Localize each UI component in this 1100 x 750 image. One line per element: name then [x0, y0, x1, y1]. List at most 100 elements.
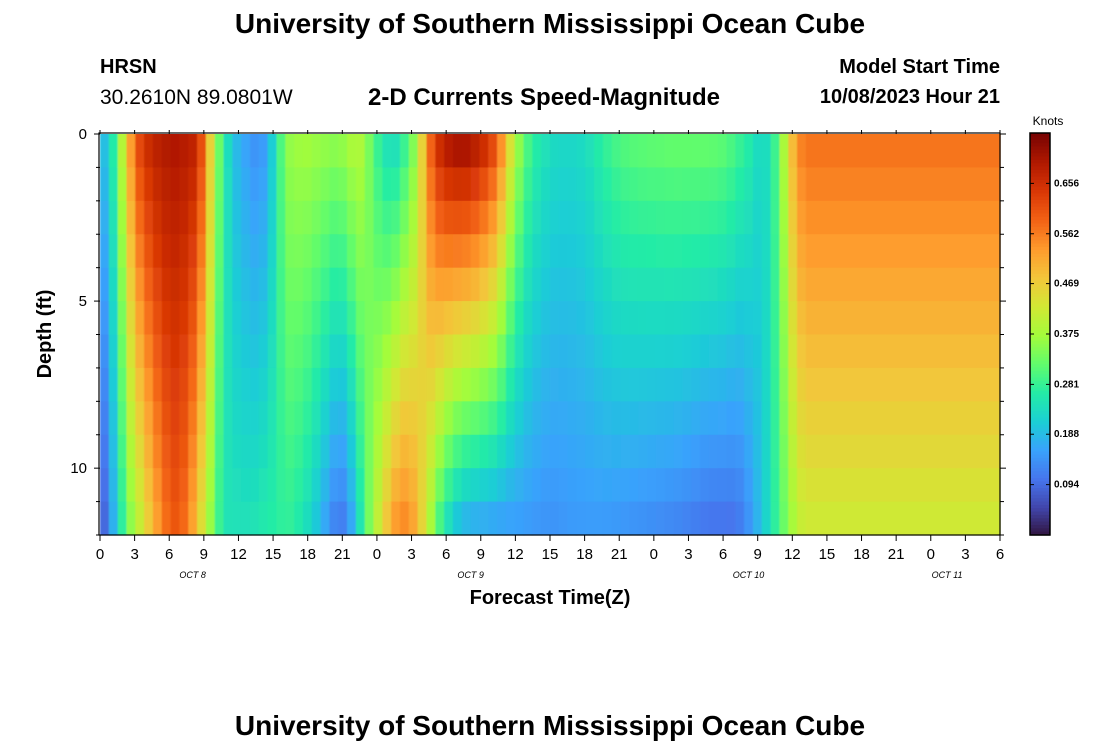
heatmap-cell [126, 367, 136, 402]
heatmap-cell [223, 401, 233, 436]
heatmap-cell [541, 468, 551, 503]
heatmap-cell [655, 501, 666, 536]
heatmap-cell [585, 434, 595, 469]
heatmap-cell [197, 401, 207, 436]
heatmap-cell [470, 200, 481, 235]
colorbar-segment [1030, 380, 1050, 385]
heatmap-cell [955, 267, 966, 302]
heatmap-cell [761, 434, 772, 469]
heatmap-cell [920, 434, 931, 469]
heatmap-cell [550, 501, 560, 536]
heatmap-cell [700, 167, 710, 202]
heatmap-cell [170, 167, 181, 202]
heatmap-cell [205, 367, 216, 402]
heatmap-cell [858, 367, 869, 402]
heatmap-cell [152, 401, 163, 436]
heatmap-cell [664, 200, 675, 235]
heatmap-cell [955, 134, 966, 169]
colorbar-segment [1030, 444, 1050, 449]
heatmap-cell [717, 434, 728, 469]
heatmap-cell [558, 434, 569, 469]
heatmap-cell [214, 468, 225, 503]
heatmap-cell [117, 301, 128, 336]
heatmap-cell [152, 167, 163, 202]
heatmap-cell [197, 200, 207, 235]
heatmap-cell [444, 134, 454, 169]
heatmap-cell [823, 401, 833, 436]
heatmap-cell [347, 367, 357, 402]
heatmap-cell [788, 501, 798, 536]
colorbar-tick-label: 0.281 [1054, 379, 1079, 390]
heatmap-cell [302, 501, 313, 536]
colorbar-segment [1030, 488, 1050, 493]
heatmap-cell [232, 167, 242, 202]
heatmap-cell [920, 401, 931, 436]
heatmap-cell [444, 234, 454, 269]
heatmap-cell [655, 401, 666, 436]
heatmap-cell [691, 401, 701, 436]
heatmap-cell [894, 434, 904, 469]
heatmap-cell [841, 401, 851, 436]
heatmap-cell [982, 301, 992, 336]
heatmap-cell [461, 501, 472, 536]
heatmap-cell [470, 434, 481, 469]
heatmap-cell [267, 501, 278, 536]
heatmap-cell [805, 468, 816, 503]
heatmap-cell [152, 267, 163, 302]
heatmap-cell [435, 234, 445, 269]
heatmap-cell [188, 334, 198, 369]
colorbar-tick-label: 0.469 [1054, 279, 1079, 290]
heatmap-cell [938, 200, 948, 235]
heatmap-cell [364, 501, 375, 536]
heatmap-cell [973, 501, 983, 536]
heatmap-cell [161, 401, 172, 436]
heatmap-cell [461, 167, 472, 202]
heatmap-cell [514, 134, 525, 169]
heatmap-cell [567, 334, 578, 369]
heatmap-cell [126, 134, 136, 169]
heatmap-cell [100, 134, 110, 169]
heatmap-cell [258, 134, 269, 169]
heatmap-cell [497, 434, 507, 469]
heatmap-cell [285, 301, 295, 336]
heatmap-cell [761, 367, 772, 402]
heatmap-cell [885, 301, 895, 336]
colorbar-segment [1030, 216, 1050, 221]
heatmap-cell [267, 267, 278, 302]
heatmap-cell [205, 301, 216, 336]
colorbar-segment [1030, 146, 1050, 151]
heatmap-cell [576, 434, 586, 469]
heatmap-cell [752, 401, 763, 436]
heatmap-cell [735, 301, 745, 336]
colorbar-segment [1030, 327, 1050, 332]
heatmap-cell [752, 267, 763, 302]
date-label: OCT 11 [932, 570, 963, 580]
heatmap-cell [205, 334, 216, 369]
heatmap-cell [805, 134, 816, 169]
heatmap-cell [611, 167, 622, 202]
heatmap-cell [161, 468, 172, 503]
heatmap-cell [258, 501, 269, 536]
heatmap-cell [805, 334, 816, 369]
heatmap-cell [267, 434, 278, 469]
heatmap-cell [452, 200, 463, 235]
heatmap-cell [426, 267, 436, 302]
colorbar-segment [1030, 133, 1050, 137]
heatmap-cell [241, 401, 251, 436]
heatmap-cell [620, 367, 631, 402]
colorbar-segment [1030, 236, 1050, 241]
heatmap-cell [850, 134, 860, 169]
heatmap-cell [461, 134, 472, 169]
colorbar-segment [1030, 397, 1050, 402]
heatmap-cell [179, 334, 189, 369]
heatmap-cell [938, 267, 948, 302]
colorbar-segment [1030, 407, 1050, 412]
heatmap-cell [311, 167, 322, 202]
colorbar-segment [1030, 451, 1050, 456]
heatmap-cell [523, 234, 533, 269]
heatmap-cell [258, 334, 269, 369]
heatmap-cell [276, 301, 286, 336]
heatmap-cell [126, 234, 136, 269]
heatmap-cell [373, 401, 383, 436]
